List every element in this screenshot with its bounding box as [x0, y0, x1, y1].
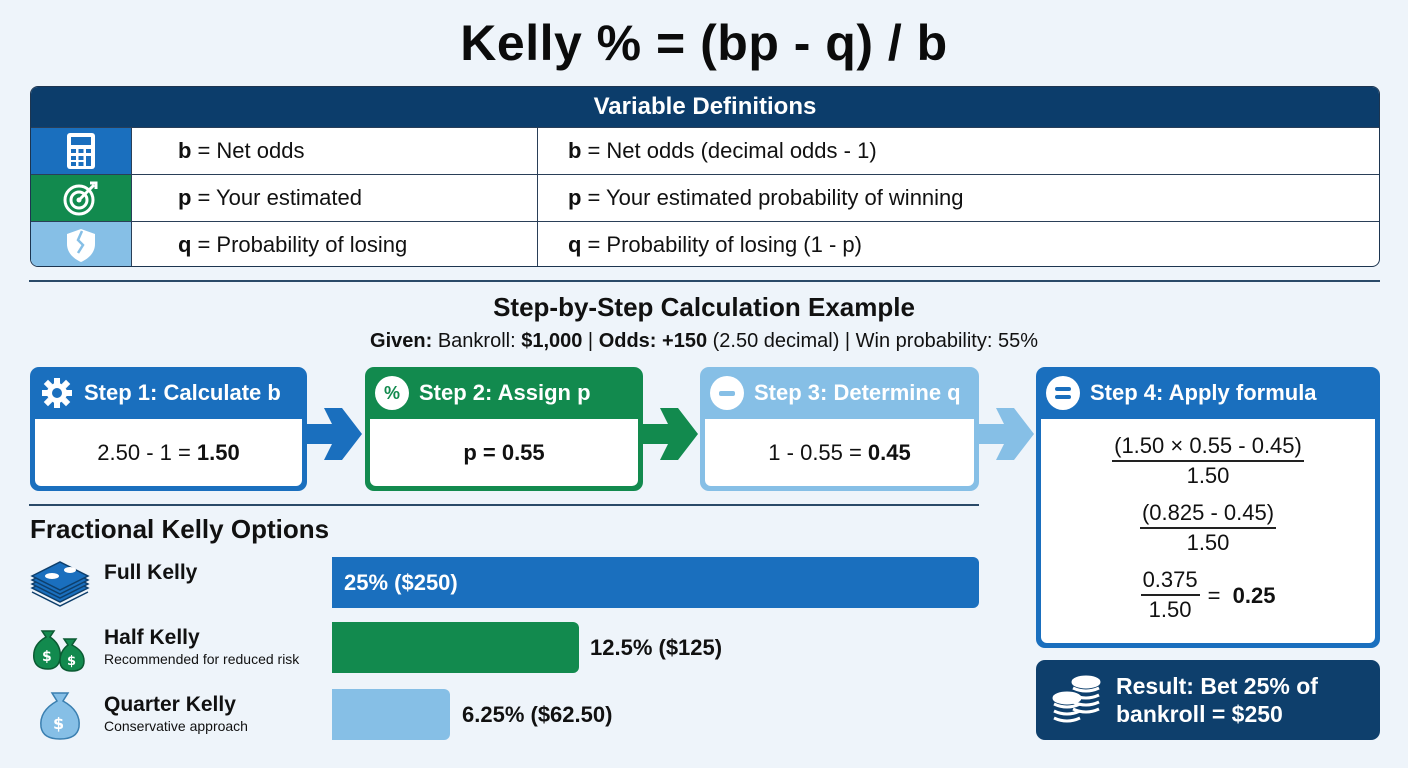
- bar-value: 25% ($250): [344, 570, 458, 595]
- money-bag-icon: $: [30, 689, 90, 741]
- bar-half-kelly: [332, 622, 579, 673]
- result-banner: Result: Bet 25% of bankroll = $250: [1036, 660, 1380, 740]
- divider: [29, 504, 979, 506]
- variable-symbol: p: [568, 185, 582, 210]
- kelly-option-full: Full Kelly 25% ($250): [30, 557, 980, 609]
- calculator-icon: [31, 128, 132, 174]
- variable-definition: = Net odds (decimal odds - 1): [587, 138, 877, 163]
- fractional-kelly-title: Fractional Kelly Options: [30, 514, 330, 544]
- equals-icon: [1046, 376, 1080, 410]
- cash-stack-icon: [30, 557, 90, 609]
- final-kelly-value: 0.25: [1232, 582, 1276, 608]
- svg-text:$: $: [67, 654, 76, 669]
- variable-short: = Probability of losing: [197, 232, 408, 257]
- arrow-right-icon: [638, 408, 698, 460]
- table-row: p = Your estimated p = Your estimated prob…: [31, 174, 1379, 221]
- given-line: Given: Bankroll: $1,000 | Odds: +150 (2.…: [370, 330, 1038, 352]
- gear-icon: [40, 376, 74, 410]
- money-bags-icon: $ $: [30, 622, 90, 674]
- arrow-right-icon: [974, 408, 1034, 460]
- variable-definitions-table: Variable Definitions b = Net odds b = Net …: [30, 86, 1380, 267]
- step-4-card: Step 4: Apply formula (1.50 × 0.55 - 0.4…: [1036, 367, 1380, 648]
- kelly-option-half: $ $ Half Kelly Recommended for reduced ris…: [30, 622, 980, 674]
- bar-value: 6.25% ($62.50): [462, 702, 613, 727]
- variable-short: = Your estimated: [197, 185, 362, 210]
- arrow-right-icon: [302, 408, 362, 460]
- variable-symbol: p: [178, 185, 192, 210]
- table-row: q = Probability of losing q = Probability …: [31, 221, 1379, 266]
- divider: [29, 280, 1380, 282]
- step-label: Step 4: Apply formula: [1090, 380, 1317, 405]
- bar-full-kelly: [332, 557, 979, 608]
- svg-text:$: $: [42, 649, 52, 665]
- formula-line: (1.50 × 0.55 - 0.45) 1.50: [1112, 433, 1304, 488]
- svg-text:$: $: [53, 714, 64, 733]
- formula-title: Kelly % = (bp - q) / b: [460, 15, 948, 71]
- variable-symbol: q: [568, 232, 582, 257]
- variable-definition: = Probability of losing (1 - p): [587, 232, 862, 257]
- percent-icon: %: [375, 376, 409, 410]
- step-label: Step 1: Calculate b: [84, 380, 281, 405]
- step-1-card: Step 1: Calculate b 2.50 - 1 = 1.50: [30, 367, 307, 491]
- formula-line: 0.375 1.50 = 0.25: [1140, 567, 1276, 622]
- bar-value: 12.5% ($125): [590, 635, 723, 660]
- broken-shield-icon: [31, 222, 132, 266]
- table-row: b = Net odds b = Net odds (decimal odds - …: [31, 127, 1379, 174]
- variable-symbol: b: [178, 138, 192, 163]
- step-2-card: % Step 2: Assign p p = 0.55: [365, 367, 643, 491]
- calculation-title: Step-by-Step Calculation Example: [493, 292, 915, 322]
- coins-icon: [1052, 675, 1101, 723]
- minus-icon: [710, 376, 744, 410]
- bar-quarter-kelly: [332, 689, 450, 740]
- formula-line: (0.825 - 0.45) 1.50: [1139, 500, 1277, 555]
- variable-symbol: b: [568, 138, 582, 163]
- step-label: Step 3: Determine q: [754, 380, 961, 405]
- step-result: 0.45: [867, 439, 911, 465]
- variable-definition: = Your estimated probability of winning: [587, 185, 964, 210]
- table-header: Variable Definitions: [31, 87, 1379, 127]
- step-result: 1.50: [196, 439, 240, 465]
- variable-symbol: q: [178, 232, 192, 257]
- kelly-option-quarter: $ Quarter Kelly Conservative approach 6.2…: [30, 689, 980, 741]
- step-label: Step 2: Assign p: [419, 380, 591, 405]
- variable-short: = Net odds: [197, 138, 305, 163]
- step-3-card: Step 3: Determine q 1 - 0.55 = 0.45: [700, 367, 979, 491]
- target-icon: [31, 175, 132, 221]
